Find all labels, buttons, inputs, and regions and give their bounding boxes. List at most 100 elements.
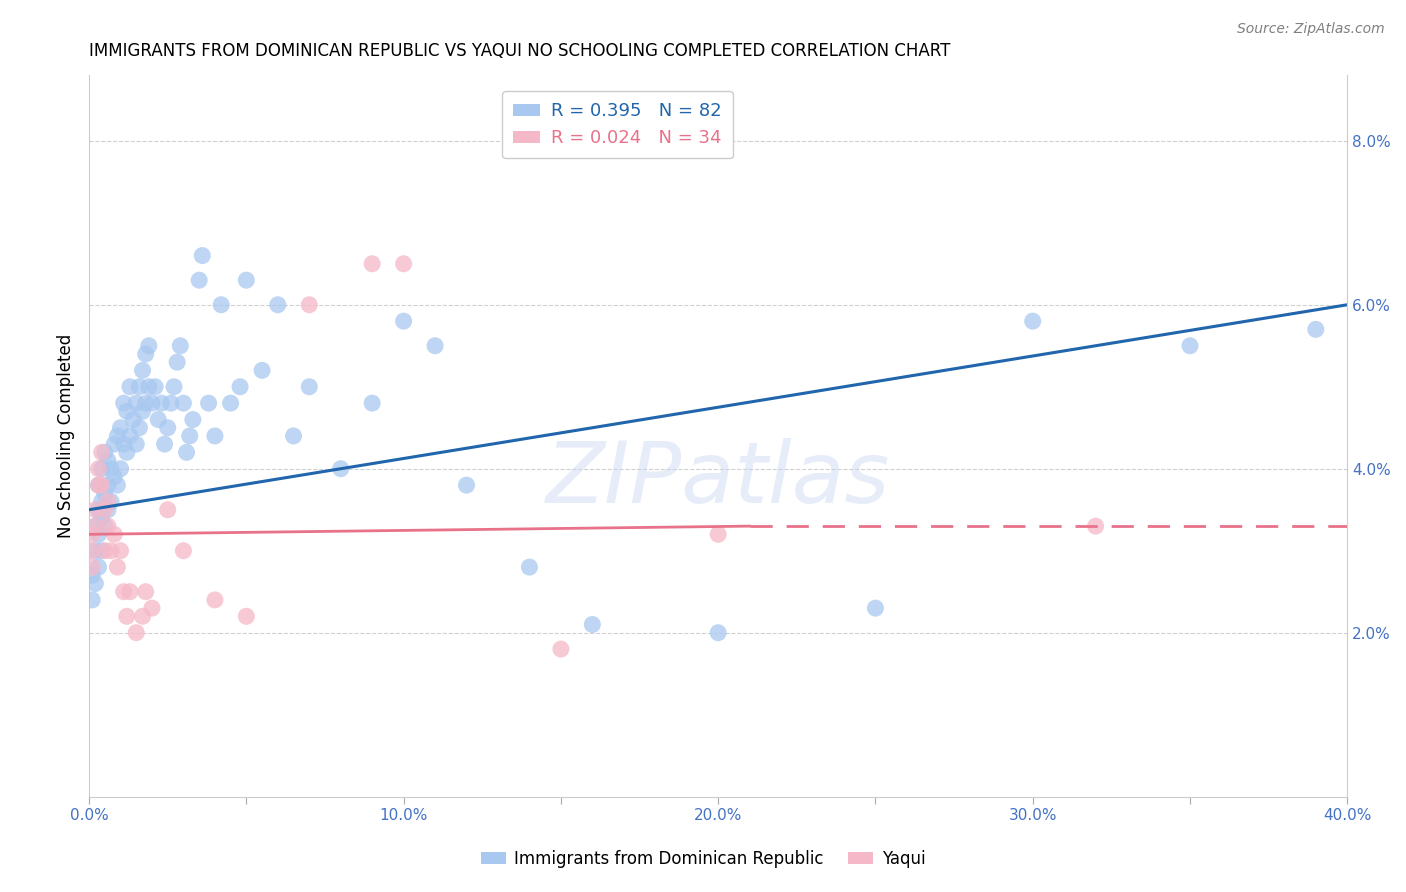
Point <box>112 584 135 599</box>
Point <box>267 298 290 312</box>
Point <box>105 478 128 492</box>
Point <box>94 502 117 516</box>
Point <box>1084 519 1107 533</box>
Point <box>128 421 150 435</box>
Text: ZIPatlas: ZIPatlas <box>546 438 890 521</box>
Point <box>94 486 117 500</box>
Point <box>90 511 112 525</box>
Point <box>166 355 188 369</box>
Point <box>122 412 145 426</box>
Point <box>87 478 110 492</box>
Point <box>110 421 132 435</box>
Point <box>115 404 138 418</box>
Point <box>456 478 478 492</box>
Point <box>82 527 104 541</box>
Point <box>118 380 141 394</box>
Point <box>118 429 141 443</box>
Point <box>100 461 122 475</box>
Point <box>865 601 887 615</box>
Point <box>90 478 112 492</box>
Point <box>105 560 128 574</box>
Point <box>131 609 153 624</box>
Point <box>82 543 104 558</box>
Point <box>204 593 226 607</box>
Point <box>135 347 157 361</box>
Point <box>298 380 321 394</box>
Point <box>235 273 257 287</box>
Point <box>97 453 120 467</box>
Point <box>84 519 107 533</box>
Point <box>97 502 120 516</box>
Point <box>148 412 170 426</box>
Point <box>87 502 110 516</box>
Point <box>229 380 252 394</box>
Point <box>219 396 242 410</box>
Point <box>87 527 110 541</box>
Point <box>112 437 135 451</box>
Point <box>90 543 112 558</box>
Point <box>94 445 117 459</box>
Point <box>169 339 191 353</box>
Point <box>84 502 107 516</box>
Point <box>153 437 176 451</box>
Point <box>172 396 194 410</box>
Point <box>90 445 112 459</box>
Point <box>298 298 321 312</box>
Point <box>82 560 104 574</box>
Point <box>112 396 135 410</box>
Point <box>125 437 148 451</box>
Point <box>131 404 153 418</box>
Y-axis label: No Schooling Completed: No Schooling Completed <box>58 334 75 538</box>
Point <box>519 560 541 574</box>
Point <box>188 273 211 287</box>
Point <box>97 478 120 492</box>
Point <box>1305 322 1327 336</box>
Point <box>100 494 122 508</box>
Point <box>131 363 153 377</box>
Point <box>156 502 179 516</box>
Point <box>250 363 273 377</box>
Point <box>115 609 138 624</box>
Point <box>392 314 415 328</box>
Point <box>392 257 415 271</box>
Point <box>204 429 226 443</box>
Point <box>135 584 157 599</box>
Point <box>1022 314 1045 328</box>
Point <box>87 461 110 475</box>
Point <box>209 298 232 312</box>
Point <box>128 380 150 394</box>
Point <box>156 421 179 435</box>
Point <box>191 249 214 263</box>
Point <box>143 380 166 394</box>
Point <box>361 396 384 410</box>
Point <box>235 609 257 624</box>
Point <box>100 543 122 558</box>
Point <box>150 396 173 410</box>
Point <box>103 527 125 541</box>
Text: Source: ZipAtlas.com: Source: ZipAtlas.com <box>1237 22 1385 37</box>
Point <box>172 543 194 558</box>
Point <box>550 642 572 657</box>
Point <box>581 617 603 632</box>
Point <box>94 519 117 533</box>
Point <box>197 396 219 410</box>
Point <box>707 527 730 541</box>
Point <box>141 601 163 615</box>
Point <box>94 543 117 558</box>
Point <box>97 519 120 533</box>
Text: IMMIGRANTS FROM DOMINICAN REPUBLIC VS YAQUI NO SCHOOLING COMPLETED CORRELATION C: IMMIGRANTS FROM DOMINICAN REPUBLIC VS YA… <box>89 42 950 60</box>
Point <box>179 429 201 443</box>
Point <box>163 380 186 394</box>
Point <box>110 461 132 475</box>
Point <box>118 584 141 599</box>
Point <box>103 437 125 451</box>
Point <box>97 494 120 508</box>
Point <box>84 576 107 591</box>
Point <box>125 396 148 410</box>
Point <box>103 470 125 484</box>
Point <box>90 494 112 508</box>
Point <box>87 560 110 574</box>
Point <box>125 625 148 640</box>
Point <box>87 478 110 492</box>
Point <box>141 396 163 410</box>
